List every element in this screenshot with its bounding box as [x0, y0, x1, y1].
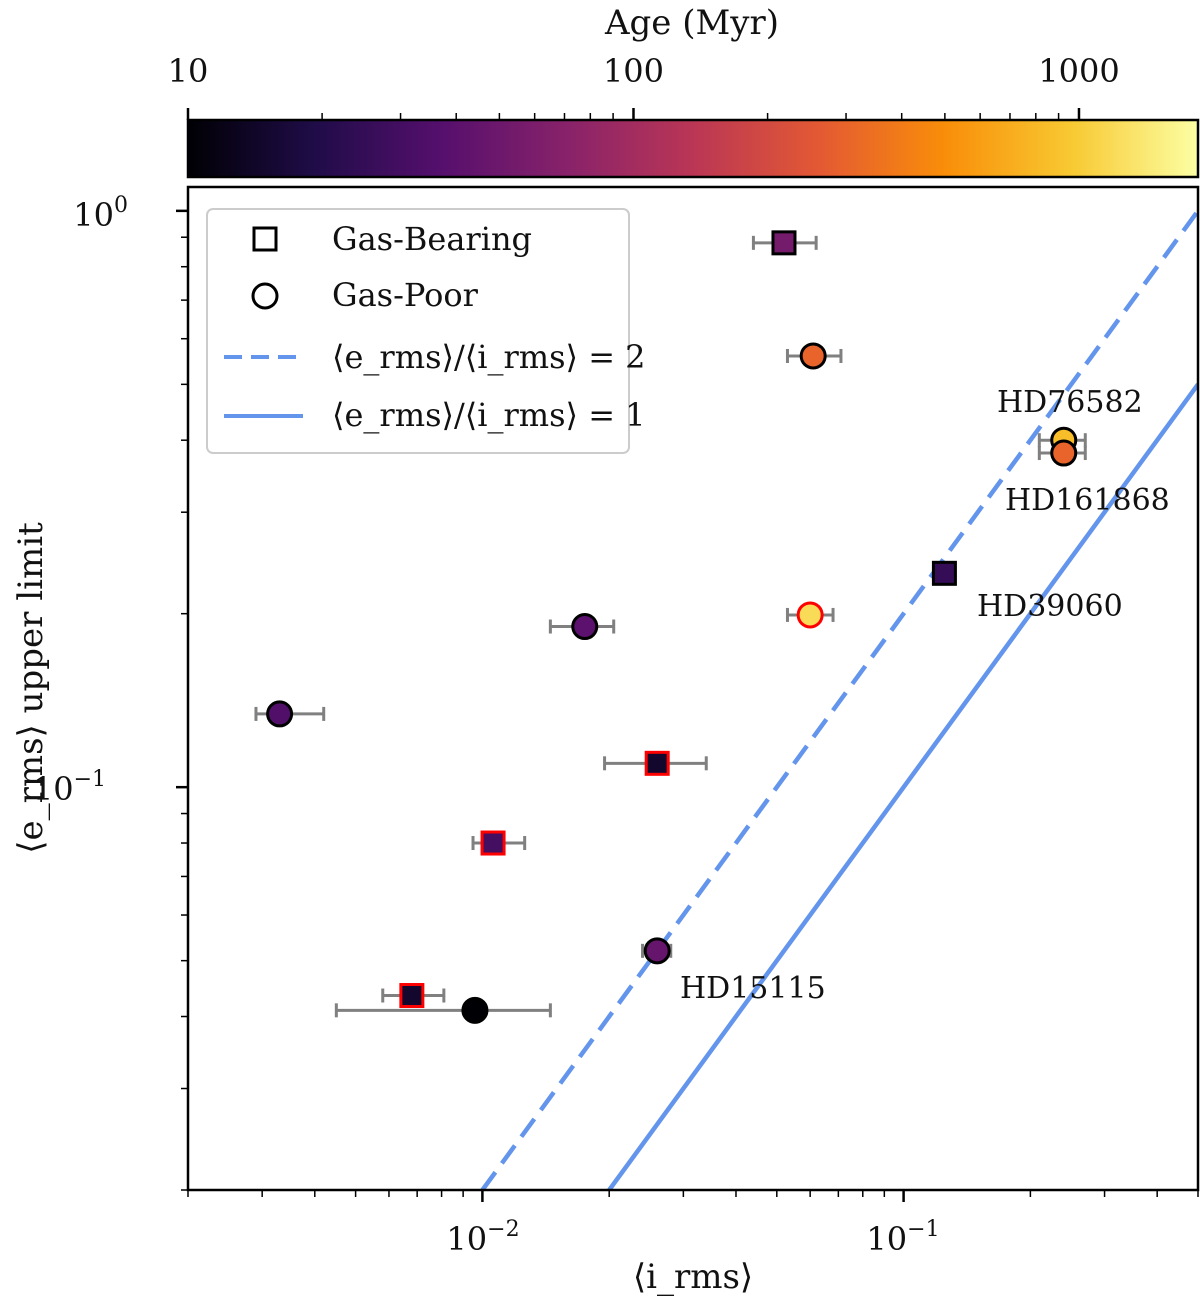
annotation-hd76582: HD76582 — [997, 385, 1143, 420]
data-point-circle — [571, 613, 599, 641]
axis-ticks — [176, 209, 1199, 1202]
x-tick-label-0: 10−2 — [446, 1217, 519, 1258]
legend: Gas-Bearing Gas-Poor ⟨e_rms⟩/⟨i_rms⟩ = 2… — [206, 208, 646, 454]
data-point-square — [931, 560, 957, 586]
data-point-square — [480, 830, 506, 856]
y-axis-title: ⟨e_rms⟩ upper limit — [11, 522, 51, 854]
line-ratio2 — [480, 209, 1198, 1190]
annotation-hd15115: HD15115 — [680, 971, 826, 1006]
colorbar-tick-label-0: 10 — [168, 52, 209, 90]
colorbar-gradient — [186, 118, 1200, 179]
legend-label-gas-bearing: Gas-Bearing — [332, 220, 532, 258]
legend-label-gas-poor: Gas-Poor — [332, 276, 479, 314]
data-point-circle — [799, 342, 827, 370]
colorbar-tick-label-2: 1000 — [1038, 52, 1119, 90]
data-point-square — [399, 983, 425, 1009]
data-point-circle — [461, 996, 489, 1024]
data-markers — [266, 230, 1078, 1024]
y-tick-label-1: 10−1 — [33, 767, 106, 808]
x-axis-title: ⟨i_rms⟩ — [633, 1257, 753, 1297]
y-tick-label-0: 100 — [73, 193, 128, 234]
legend-box — [206, 208, 630, 454]
x-tick-label-1: 10−1 — [866, 1217, 939, 1258]
data-point-circle — [1050, 439, 1078, 467]
colorbar-label: Age (Myr) — [604, 3, 779, 43]
data-point-circle — [643, 937, 671, 965]
colorbar-ticks — [186, 108, 1081, 120]
line-ratio1 — [607, 383, 1198, 1190]
annotation-hd39060: HD39060 — [977, 589, 1123, 624]
ratio-lines — [480, 209, 1198, 1190]
annotation-hd161868: HD161868 — [1005, 483, 1170, 518]
data-point-circle — [266, 700, 294, 728]
data-point-square — [771, 230, 797, 256]
legend-circle-marker — [251, 282, 279, 310]
data-point-circle — [796, 601, 824, 629]
plot-area — [176, 185, 1200, 1202]
colorbar-tick-label-1: 100 — [603, 52, 664, 90]
plot-frame — [186, 185, 1200, 1192]
legend-label-ratio-2: ⟨e_rms⟩/⟨i_rms⟩ = 2 — [332, 338, 646, 376]
data-point-square — [644, 750, 670, 776]
legend-label-ratio-1: ⟨e_rms⟩/⟨i_rms⟩ = 1 — [332, 396, 646, 434]
colorbar: Age (Myr) 10 100 1000 — [168, 3, 1200, 179]
legend-square-marker — [252, 226, 278, 252]
